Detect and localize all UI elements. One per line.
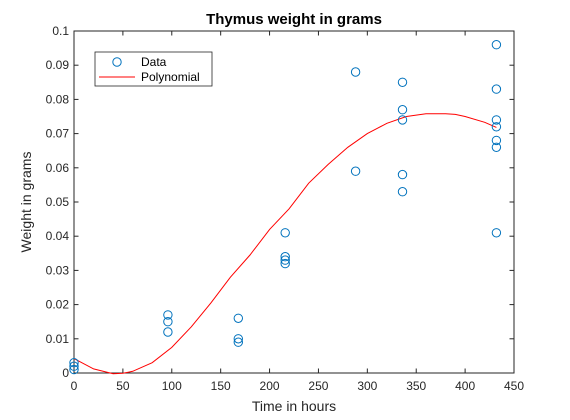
data-point [397,169,408,180]
data-point [491,84,502,94]
x-tick-label: 100 [162,379,182,393]
data-point [69,364,79,375]
legend-data-marker [112,57,122,67]
legend-data-label: Data [141,55,167,69]
data-point [397,187,408,197]
y-tick-label: 0.02 [46,298,70,312]
data-point [491,115,502,125]
data-point [491,122,502,132]
data-point [397,115,408,125]
y-tick-label: 0.04 [46,229,70,243]
y-tick-label: 0 [62,366,69,380]
y-tick-label: 0.01 [46,332,70,346]
data-point [491,135,502,146]
y-tick-label: 0.09 [46,58,70,72]
legend-box [94,51,213,87]
data-point [280,255,290,265]
legend-polynomial-label: Polynomial [141,70,200,84]
data-point [69,358,79,368]
data-point [163,327,173,337]
y-tick-label: 0.06 [46,161,70,175]
data-point [233,334,244,344]
data-point [233,337,244,347]
data-point [491,40,502,50]
x-tick-label: 50 [116,379,130,393]
data-point [491,142,502,153]
x-tick-label: 250 [308,379,328,393]
chart-title: Thymus weight in grams [206,11,382,28]
data-point [163,310,173,320]
data-point [491,228,502,238]
x-tick-label: 300 [357,379,377,393]
y-tick-label: 0.03 [46,263,70,277]
data-point [280,258,290,269]
data-point [69,361,79,371]
y-axis-label: Weight in grams [18,152,34,253]
data-point [350,67,361,77]
y-tick-label: 0.08 [46,92,70,106]
x-tick-label: 350 [406,379,426,393]
data-point [163,317,173,327]
polynomial-line [73,113,497,375]
data-point [280,228,290,238]
y-tick-label: 0.07 [46,127,70,141]
x-tick-label: 0 [71,379,78,393]
y-tick-label: 0.1 [52,24,69,38]
x-tick-label: 200 [260,379,280,393]
data-point [233,313,244,323]
data-point [397,105,408,115]
x-tick-label: 450 [504,379,524,393]
x-axis-label: Time in hours [252,398,336,414]
y-tick-label: 0.05 [46,195,70,209]
x-tick-label: 150 [211,379,231,393]
x-tick-label: 400 [455,379,475,393]
data-point [350,166,361,176]
data-point [397,77,408,88]
data-point [280,252,290,262]
legend: Data Polynomial [94,51,213,87]
